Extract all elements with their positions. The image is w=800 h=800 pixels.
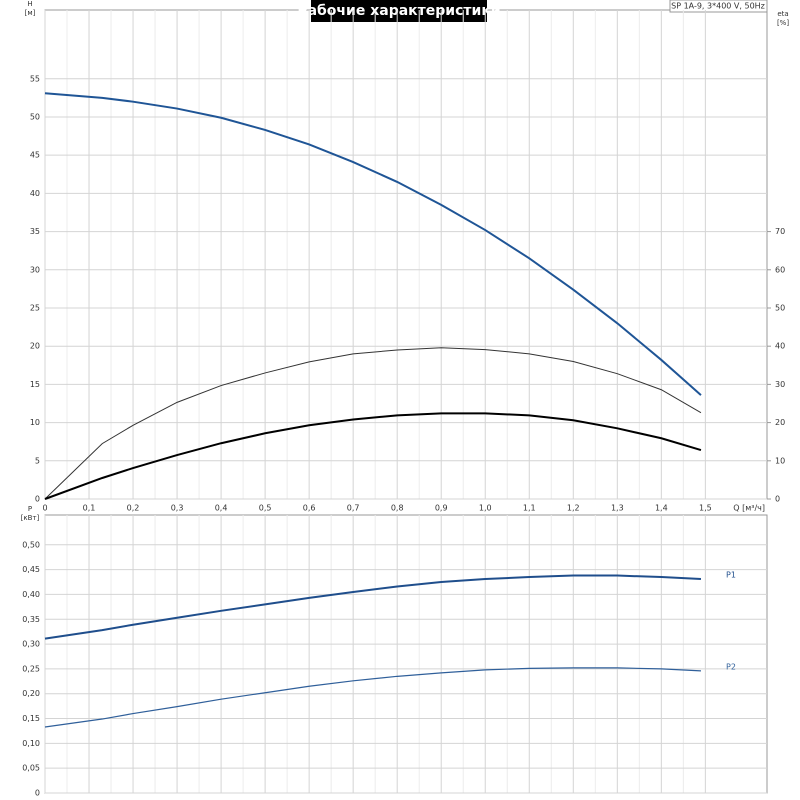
y-tick-label: 0,25: [22, 664, 40, 673]
y-tick-label: 15: [30, 380, 40, 389]
y2-tick-label: 20: [775, 418, 785, 427]
y-tick-label: 0: [35, 789, 40, 798]
series-line: [44, 574, 702, 640]
y-tick-label: 35: [30, 227, 40, 236]
y-tick-label: 30: [30, 265, 40, 274]
y2-tick-label: 0: [775, 495, 780, 504]
x-tick-label: 1,0: [479, 504, 492, 513]
series-label: P1: [726, 571, 736, 580]
y-tick-label: 0,20: [22, 689, 40, 698]
x-tick-label: 0,1: [83, 504, 96, 513]
y2-tick-label: 40: [775, 342, 785, 351]
y-tick-label: 0: [35, 495, 40, 504]
y-tick-label: 55: [30, 74, 40, 83]
plot-frame: [44, 9, 768, 500]
y-tick-label: 0,40: [22, 590, 40, 599]
plot-frame: [44, 514, 768, 794]
x-tick-label: 0,4: [215, 504, 228, 513]
x-tick-label: 1,3: [611, 504, 624, 513]
series-line: [44, 412, 702, 500]
y-axis-label: [м]: [25, 9, 36, 17]
y2-axis-label: eta: [777, 10, 788, 18]
x-tick-label: 0,8: [391, 504, 404, 513]
series-label: P2: [726, 662, 736, 671]
y-tick-label: 25: [30, 303, 40, 312]
y2-axis-label: [%]: [777, 19, 789, 27]
y-tick-label: 0,15: [22, 714, 40, 723]
y-tick-label: 10: [30, 418, 40, 427]
x-tick-label: 0,2: [127, 504, 140, 513]
x-tick-label: 0,7: [347, 504, 360, 513]
y-tick-label: 40: [30, 189, 40, 198]
x-tick-label: 1,5: [699, 504, 712, 513]
x-tick-label: 0,6: [303, 504, 316, 513]
y-tick-label: 0,30: [22, 640, 40, 649]
y2-tick-label: 70: [775, 227, 785, 236]
y-tick-label: 0,45: [22, 565, 40, 574]
series-line: [44, 667, 701, 728]
note-box: [669, 0, 768, 13]
y-tick-label: 50: [30, 112, 40, 121]
x-tick-label: 1,1: [523, 504, 536, 513]
y2-tick-label: 50: [775, 303, 785, 312]
model-note: SP 1A-9, 3*400 V, 50Hz: [671, 2, 765, 11]
y-tick-label: 0,05: [22, 764, 40, 773]
x-tick-label: 0,9: [435, 504, 448, 513]
y-tick-label: 5: [35, 456, 40, 465]
y-tick-label: 0,50: [22, 540, 40, 549]
x-tick-label: 1,4: [655, 504, 668, 513]
y-tick-label: 0,35: [22, 615, 40, 624]
x-axis-label: Q [м³/ч]: [733, 504, 765, 513]
y2-tick-label: 60: [775, 265, 785, 274]
y-tick-label: 45: [30, 151, 40, 160]
x-tick-label: 0,5: [259, 504, 272, 513]
y2-tick-label: 30: [775, 380, 785, 389]
y-axis-label: P: [28, 505, 32, 513]
y-tick-label: 0,10: [22, 739, 40, 748]
x-tick-label: 1,2: [567, 504, 580, 513]
title-box: [311, 0, 487, 22]
y2-tick-label: 10: [775, 456, 785, 465]
x-tick-label: 0,3: [171, 504, 184, 513]
y-axis-label: H: [27, 0, 32, 8]
x-tick-label: 0: [42, 504, 47, 513]
chart-title: Рабочие характеристики: [297, 3, 500, 19]
y-tick-label: 20: [30, 342, 40, 351]
y-axis-label: [кВт]: [21, 514, 40, 522]
series-line: [44, 92, 702, 396]
series-line: [44, 347, 702, 500]
